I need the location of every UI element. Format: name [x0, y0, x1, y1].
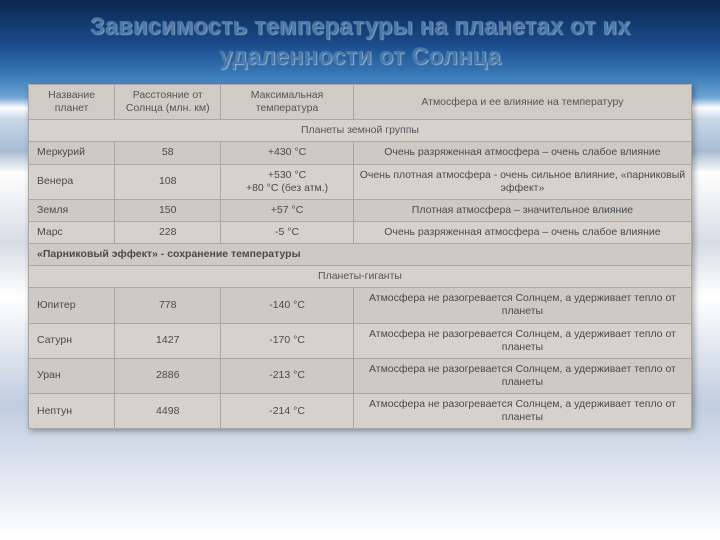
cell-dist: 2886: [115, 358, 221, 393]
section-giants: Планеты-гиганты: [29, 266, 692, 288]
section-label: Планеты земной группы: [29, 120, 692, 142]
cell-atm: Атмосфера не разогревается Солнцем, а уд…: [353, 288, 691, 323]
cell-name: Меркурий: [29, 142, 115, 164]
cell-name: Нептун: [29, 394, 115, 429]
col-atmosphere: Атмосфера и ее влияние на температуру: [353, 85, 691, 120]
table-row: Земля 150 +57 °С Плотная атмосфера – зна…: [29, 199, 692, 221]
col-distance: Расстояние от Солнца (млн. км): [115, 85, 221, 120]
table-header-row: Название планет Расстояние от Солнца (мл…: [29, 85, 692, 120]
note-row: «Парниковый эффект» - сохранение темпера…: [29, 244, 692, 266]
cell-dist: 1427: [115, 323, 221, 358]
cell-name: Венера: [29, 164, 115, 199]
cell-dist: 108: [115, 164, 221, 199]
cell-atm: Атмосфера не разогревается Солнцем, а уд…: [353, 358, 691, 393]
section-terrestrial: Планеты земной группы: [29, 120, 692, 142]
cell-atm: Плотная атмосфера – значительное влияние: [353, 199, 691, 221]
col-name: Название планет: [29, 85, 115, 120]
note-text: «Парниковый эффект» - сохранение темпера…: [29, 244, 692, 266]
cell-temp: +430 °С: [221, 142, 354, 164]
cell-name: Земля: [29, 199, 115, 221]
cell-dist: 150: [115, 199, 221, 221]
cell-temp: +530 °С +80 °С (без атм.): [221, 164, 354, 199]
table-row: Уран 2886 -213 °С Атмосфера не разогрева…: [29, 358, 692, 393]
page-title: Зависимость температуры на планетах от и…: [0, 0, 720, 80]
cell-atm: Очень разряженная атмосфера – очень слаб…: [353, 221, 691, 243]
cell-temp: -140 °С: [221, 288, 354, 323]
cell-name: Сатурн: [29, 323, 115, 358]
table-row: Венера 108 +530 °С +80 °С (без атм.) Оче…: [29, 164, 692, 199]
table-row: Сатурн 1427 -170 °С Атмосфера не разогре…: [29, 323, 692, 358]
cell-temp: +57 °С: [221, 199, 354, 221]
cell-name: Марс: [29, 221, 115, 243]
cell-temp: -170 °С: [221, 323, 354, 358]
cell-atm: Атмосфера не разогревается Солнцем, а уд…: [353, 394, 691, 429]
cell-dist: 778: [115, 288, 221, 323]
cell-name: Уран: [29, 358, 115, 393]
cell-dist: 4498: [115, 394, 221, 429]
cell-atm: Атмосфера не разогревается Солнцем, а уд…: [353, 323, 691, 358]
cell-name: Юпитер: [29, 288, 115, 323]
col-temp: Максимальная температура: [221, 85, 354, 120]
cell-temp: -213 °С: [221, 358, 354, 393]
cell-dist: 58: [115, 142, 221, 164]
section-label: Планеты-гиганты: [29, 266, 692, 288]
table-row: Марс 228 -5 °С Очень разряженная атмосфе…: [29, 221, 692, 243]
planets-table-container: Название планет Расстояние от Солнца (мл…: [28, 84, 692, 429]
table-row: Меркурий 58 +430 °С Очень разряженная ат…: [29, 142, 692, 164]
table-row: Юпитер 778 -140 °С Атмосфера не разогрев…: [29, 288, 692, 323]
cell-dist: 228: [115, 221, 221, 243]
cell-atm: Очень разряженная атмосфера – очень слаб…: [353, 142, 691, 164]
table-row: Нептун 4498 -214 °С Атмосфера не разогре…: [29, 394, 692, 429]
planets-table: Название планет Расстояние от Солнца (мл…: [28, 84, 692, 429]
cell-atm: Очень плотная атмосфера - очень сильное …: [353, 164, 691, 199]
cell-temp: -5 °С: [221, 221, 354, 243]
cell-temp: -214 °С: [221, 394, 354, 429]
